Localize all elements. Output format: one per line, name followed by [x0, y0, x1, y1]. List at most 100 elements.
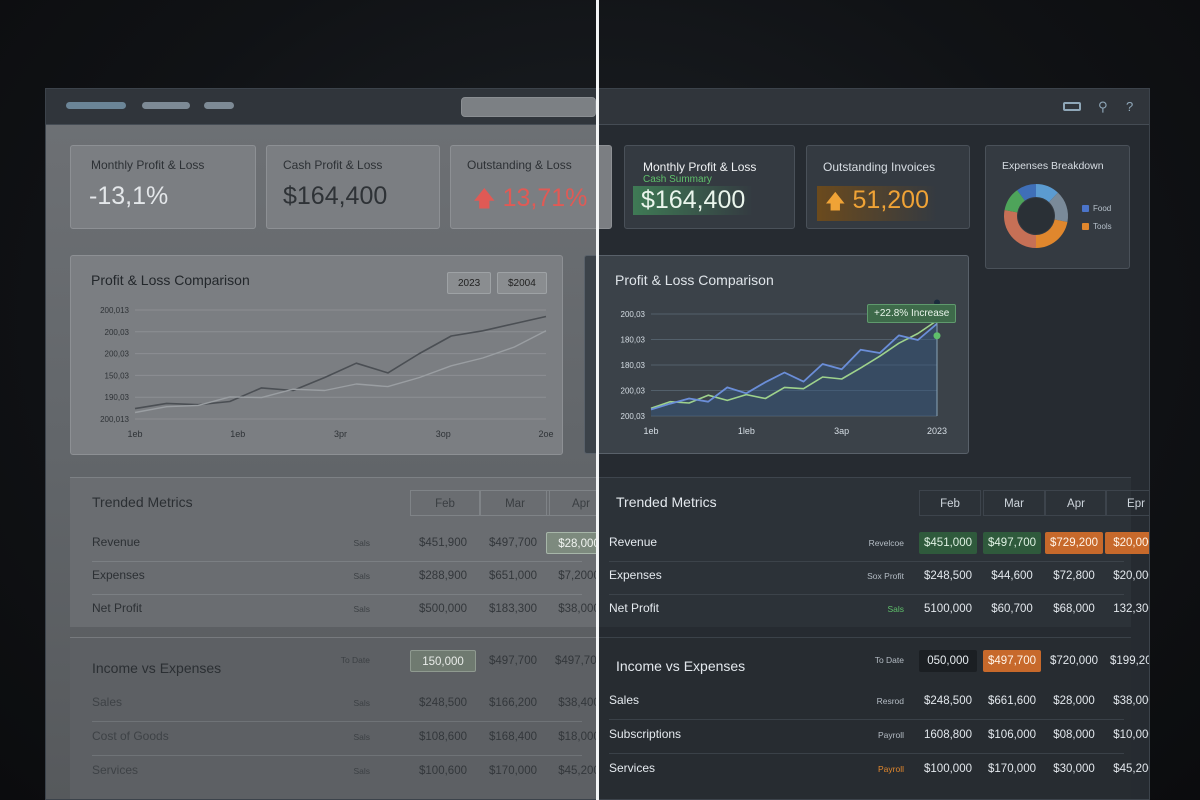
- row-label: Services: [609, 761, 656, 775]
- table-cell[interactable]: $108,600: [419, 731, 467, 743]
- donut-slice[interactable]: [1036, 219, 1068, 248]
- header-value-cell[interactable]: 150,000: [410, 650, 476, 672]
- y-tick-label: 200,03: [105, 350, 130, 359]
- x-tick-label: 3ap: [834, 426, 849, 436]
- table-cell[interactable]: $106,000: [988, 729, 1036, 741]
- table-cell[interactable]: $248,500: [924, 570, 972, 582]
- row-label: Net Profit: [609, 601, 660, 615]
- nav-pill-1[interactable]: [66, 102, 126, 109]
- table-cell[interactable]: $38,000: [558, 603, 600, 615]
- table-cell[interactable]: $72,800: [1053, 570, 1095, 582]
- year-2023-button[interactable]: 2023: [447, 272, 492, 294]
- donut-slice[interactable]: [1004, 190, 1025, 213]
- table-cell[interactable]: $183,300: [489, 603, 537, 615]
- search-input[interactable]: [461, 97, 596, 117]
- table-cell[interactable]: $497,700: [489, 537, 537, 549]
- table-cell[interactable]: $38,400: [558, 697, 600, 709]
- header-value-cell[interactable]: $497,700: [983, 650, 1041, 672]
- table-cell[interactable]: $451,000: [919, 532, 977, 554]
- kpi-card-cash-pl[interactable]: Cash Profit & Loss $164,400: [266, 145, 440, 229]
- header-value-cell[interactable]: $497,700: [555, 655, 603, 667]
- table-cell[interactable]: $100,600: [419, 765, 467, 777]
- kpi-card-outstanding[interactable]: Outstanding & Loss 🡅 13,71%: [450, 145, 612, 229]
- nav-pill-3[interactable]: [204, 102, 234, 109]
- header-value-cell[interactable]: 050,000: [919, 650, 977, 672]
- table-cell[interactable]: $497,700: [983, 532, 1041, 554]
- chart-title: Profit & Loss Comparison: [91, 272, 250, 288]
- kpi-card-monthly-pl[interactable]: Monthly Profit & Loss -13,1%: [70, 145, 256, 229]
- table-cell[interactable]: $45,200: [558, 765, 600, 777]
- table-cell[interactable]: $729,200: [1045, 532, 1103, 554]
- y-tick-label: 190,03: [105, 393, 130, 402]
- table-cell[interactable]: $170,000: [489, 765, 537, 777]
- table-cell[interactable]: 5100,000: [924, 603, 972, 615]
- kpi-card-monthly-pl-dark[interactable]: Monthly Profit & Loss Cash Summary $164,…: [624, 145, 795, 229]
- table-cell[interactable]: $500,000: [419, 603, 467, 615]
- month-header[interactable]: Mar: [983, 490, 1045, 516]
- row-divider: [92, 561, 582, 562]
- table-cell[interactable]: $651,000: [489, 570, 537, 582]
- table-cell[interactable]: $20,000: [1105, 532, 1149, 554]
- kpi-value-text: 51,200: [852, 186, 929, 214]
- table-cell[interactable]: 1608,800: [924, 729, 972, 741]
- table-cell[interactable]: $248,500: [924, 695, 972, 707]
- table-cell[interactable]: $45,200: [1113, 763, 1149, 775]
- header-value-cell[interactable]: $497,700: [489, 655, 537, 667]
- table-cell[interactable]: $451,900: [419, 537, 467, 549]
- month-header[interactable]: Feb: [919, 490, 981, 516]
- kpi-title: Outstanding & Loss: [467, 158, 572, 172]
- x-tick-label: 1eb: [127, 429, 142, 439]
- data-point-marker: [933, 332, 941, 340]
- line-chart-right: 200,03 180,03 180,03 200,03 200,03 1eb 1leb 3ap…: [621, 299, 947, 436]
- area-fill: [651, 323, 937, 416]
- trended-metrics-left: Trended Metrics Feb Mar Apr Revenue Sals $451…: [70, 477, 616, 627]
- y-tick-label: 200,03: [621, 387, 646, 396]
- header-value-cell[interactable]: $720,000: [1050, 655, 1098, 667]
- series-line-2: [650, 323, 938, 411]
- help-icon[interactable]: ?: [1126, 99, 1134, 114]
- search-icon[interactable]: ⚲: [1098, 99, 1108, 114]
- expenses-breakdown-card[interactable]: Expenses Breakdown Food Tools: [985, 145, 1130, 269]
- table-cell[interactable]: $7,2000: [558, 570, 600, 582]
- trended-metrics-right: Trended Metrics Feb Mar Apr Epr Revenue Revel…: [599, 477, 1149, 627]
- year-2004-button[interactable]: $2004: [497, 272, 547, 294]
- table-cell[interactable]: $28,000: [1053, 695, 1095, 707]
- table-cell[interactable]: $28,000: [546, 532, 612, 554]
- table-cell[interactable]: $100,000: [924, 763, 972, 775]
- chart-panel-right: Profit & Loss Comparison 200,03 180,03 180…: [584, 255, 969, 454]
- legend-item-food: Food: [1082, 204, 1111, 213]
- to-date-label: To Date: [340, 655, 370, 665]
- table-cell[interactable]: $68,000: [1053, 603, 1095, 615]
- donut-slice[interactable]: [1036, 184, 1058, 203]
- kpi-card-outstanding-invoices[interactable]: Outstanding Invoices 🡅 51,200: [806, 145, 970, 229]
- table-cell[interactable]: 132,300: [1113, 603, 1149, 615]
- month-header[interactable]: Mar: [480, 490, 550, 516]
- chart-title: Profit & Loss Comparison: [615, 272, 774, 288]
- table-cell[interactable]: $20,000: [1113, 570, 1149, 582]
- table-cell[interactable]: $10,000: [1113, 729, 1149, 741]
- table-cell[interactable]: $661,600: [988, 695, 1036, 707]
- table-cell[interactable]: $168,400: [489, 731, 537, 743]
- donut-slice[interactable]: [1049, 192, 1068, 222]
- table-cell[interactable]: $38,000: [1113, 695, 1149, 707]
- table-cell[interactable]: $18,000: [558, 731, 600, 743]
- month-header[interactable]: Epr: [1105, 490, 1149, 516]
- row-label: Revenue: [92, 535, 141, 549]
- header-value-cell[interactable]: $199,200: [1110, 655, 1149, 667]
- table-cell[interactable]: $288,900: [419, 570, 467, 582]
- table-cell[interactable]: $08,000: [1053, 729, 1095, 741]
- donut-slice[interactable]: [1017, 184, 1036, 201]
- month-header[interactable]: Feb: [410, 490, 480, 516]
- table-cell[interactable]: $30,000: [1053, 763, 1095, 775]
- table-cell[interactable]: $248,500: [419, 697, 467, 709]
- row-divider: [609, 594, 1124, 595]
- row-tag: Sals: [353, 698, 370, 708]
- nav-pill-2[interactable]: [142, 102, 190, 109]
- table-cell[interactable]: $60,700: [991, 603, 1033, 615]
- donut-slice[interactable]: [1004, 210, 1036, 248]
- series-line-1: [134, 315, 547, 410]
- table-cell[interactable]: $170,000: [988, 763, 1036, 775]
- month-header[interactable]: Apr: [1045, 490, 1107, 516]
- table-cell[interactable]: $44,600: [991, 570, 1033, 582]
- table-cell[interactable]: $166,200: [489, 697, 537, 709]
